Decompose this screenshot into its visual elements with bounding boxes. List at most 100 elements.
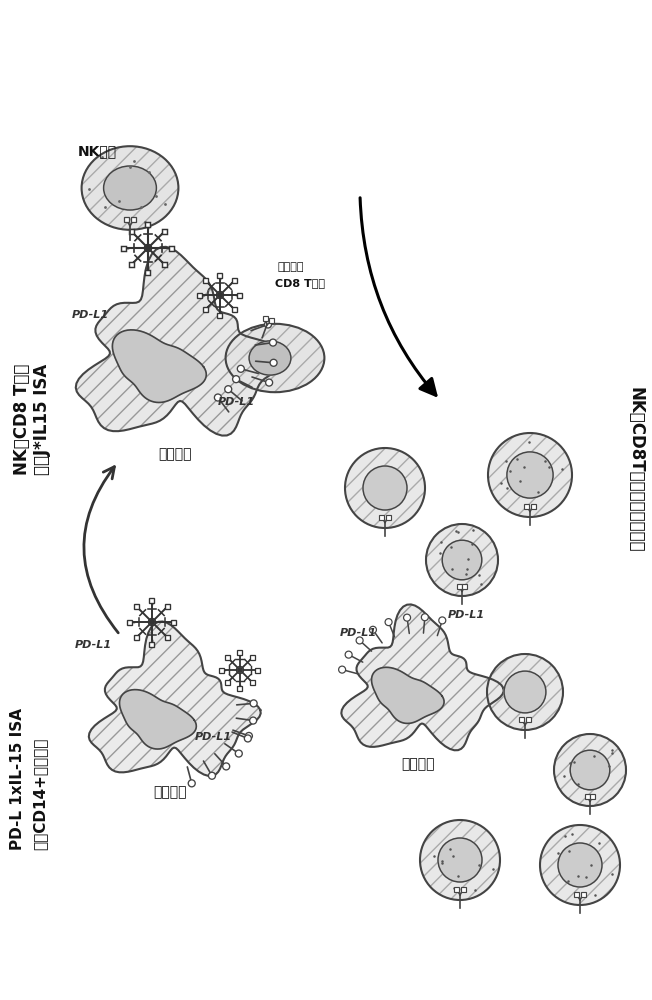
Circle shape xyxy=(487,654,563,730)
Bar xyxy=(460,887,466,892)
Bar xyxy=(165,604,170,609)
Bar xyxy=(218,312,222,318)
Circle shape xyxy=(504,671,546,713)
Circle shape xyxy=(554,734,626,806)
Circle shape xyxy=(265,379,273,386)
Circle shape xyxy=(421,614,428,621)
Circle shape xyxy=(149,618,155,626)
Text: PD-L1: PD-L1 xyxy=(340,628,377,638)
Text: PD-L 1xIL-15 ISA: PD-L 1xIL-15 ISA xyxy=(10,708,25,850)
Circle shape xyxy=(235,750,243,757)
Circle shape xyxy=(250,700,257,707)
Bar xyxy=(165,635,170,640)
Text: PD-L1: PD-L1 xyxy=(195,732,232,742)
Bar xyxy=(263,316,268,321)
Bar xyxy=(225,680,230,685)
Bar xyxy=(456,584,462,589)
Text: 结合CD14+单核细胞: 结合CD14+单核细胞 xyxy=(33,738,48,850)
Bar xyxy=(590,794,595,799)
Polygon shape xyxy=(341,604,504,750)
Circle shape xyxy=(265,321,271,328)
Circle shape xyxy=(385,619,392,626)
Bar xyxy=(162,229,168,234)
Bar xyxy=(149,597,155,602)
Bar xyxy=(218,272,222,277)
Bar xyxy=(250,680,255,685)
Bar xyxy=(531,504,536,509)
Text: 单核细胞: 单核细胞 xyxy=(401,757,435,771)
Bar xyxy=(237,650,243,654)
Bar xyxy=(131,217,136,222)
Circle shape xyxy=(488,433,572,517)
Bar xyxy=(203,307,209,312)
Circle shape xyxy=(237,666,243,674)
Circle shape xyxy=(570,750,610,790)
Bar xyxy=(231,278,237,283)
Bar xyxy=(121,245,126,250)
Bar xyxy=(128,262,134,267)
Bar xyxy=(171,619,177,624)
Circle shape xyxy=(250,717,257,724)
Text: NK和CD8T细胞的活化和增殖: NK和CD8T细胞的活化和增殖 xyxy=(627,387,645,553)
Circle shape xyxy=(356,637,363,644)
Text: 结合J*IL15 ISA: 结合J*IL15 ISA xyxy=(33,364,51,475)
Bar xyxy=(225,655,230,660)
Circle shape xyxy=(404,614,411,621)
Circle shape xyxy=(558,843,602,887)
Bar xyxy=(269,318,274,323)
Circle shape xyxy=(223,763,230,770)
Bar xyxy=(170,245,175,250)
Circle shape xyxy=(233,376,239,383)
Bar xyxy=(379,515,384,520)
Ellipse shape xyxy=(104,166,156,210)
Circle shape xyxy=(269,339,276,346)
Bar xyxy=(134,604,139,609)
Text: PD-L1: PD-L1 xyxy=(72,310,109,320)
Circle shape xyxy=(370,626,376,633)
Polygon shape xyxy=(119,690,196,749)
Text: 单核细胞: 单核细胞 xyxy=(158,447,192,461)
Circle shape xyxy=(420,820,500,900)
Circle shape xyxy=(338,666,346,673)
Circle shape xyxy=(245,732,252,739)
Circle shape xyxy=(426,524,498,596)
Text: 单核细胞: 单核细胞 xyxy=(153,785,186,799)
Text: PD-L1: PD-L1 xyxy=(218,397,255,407)
Bar xyxy=(134,635,139,640)
Bar xyxy=(454,887,460,892)
Circle shape xyxy=(345,651,352,658)
Bar xyxy=(220,668,224,672)
Bar xyxy=(203,278,209,283)
Circle shape xyxy=(438,838,482,882)
Circle shape xyxy=(345,448,425,528)
Bar xyxy=(580,892,585,897)
Bar xyxy=(526,717,531,722)
Bar xyxy=(520,717,524,722)
Bar xyxy=(237,686,243,690)
Polygon shape xyxy=(372,667,444,723)
Circle shape xyxy=(363,466,407,510)
Bar xyxy=(462,584,467,589)
Text: NK细胞: NK细胞 xyxy=(78,144,117,158)
Circle shape xyxy=(540,825,620,905)
Bar xyxy=(124,217,128,222)
Bar xyxy=(145,269,151,274)
Circle shape xyxy=(209,772,215,779)
Circle shape xyxy=(442,540,482,580)
Bar xyxy=(128,229,134,234)
Circle shape xyxy=(237,365,244,372)
Ellipse shape xyxy=(226,324,325,392)
Circle shape xyxy=(225,386,231,393)
FancyArrowPatch shape xyxy=(360,198,436,395)
Text: CD8 T细胞: CD8 T细胞 xyxy=(275,278,325,288)
Text: NK和CD8 T细胞: NK和CD8 T细胞 xyxy=(13,364,31,475)
Bar xyxy=(574,892,580,897)
Bar xyxy=(149,642,155,647)
Text: PD-L1: PD-L1 xyxy=(448,610,485,620)
Bar xyxy=(145,222,151,227)
Text: 细胞毒性: 细胞毒性 xyxy=(278,262,304,272)
Bar xyxy=(386,515,391,520)
Bar xyxy=(585,794,589,799)
Bar xyxy=(198,292,203,298)
Polygon shape xyxy=(89,621,261,776)
